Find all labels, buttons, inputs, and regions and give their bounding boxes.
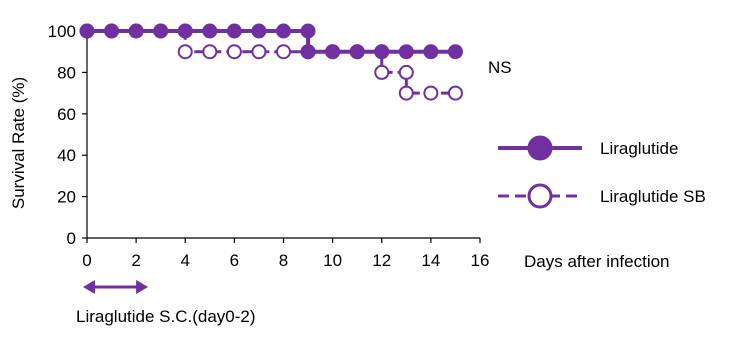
x-tick-label: 6 (230, 251, 239, 270)
x-tick-label: 2 (131, 251, 140, 270)
data-point (251, 44, 267, 60)
data-point (202, 44, 218, 60)
data-point (251, 23, 267, 39)
data-point (300, 44, 316, 60)
data-point (153, 23, 169, 39)
x-tick-label: 14 (421, 251, 440, 270)
data-point (300, 23, 316, 39)
x-tick-label: 8 (279, 251, 288, 270)
data-point (79, 23, 95, 39)
data-point (226, 23, 242, 39)
data-point (177, 44, 193, 60)
legend-marker (527, 183, 553, 209)
data-point (202, 23, 218, 39)
x-tick-label: 12 (372, 251, 391, 270)
x-axis-label: Days after infection (524, 252, 670, 271)
data-point (104, 23, 120, 39)
data-point (325, 44, 341, 60)
data-point (276, 44, 291, 60)
legend-marker (527, 135, 553, 161)
y-axis-label: Survival Rate (%) (9, 77, 28, 209)
data-point (374, 44, 390, 60)
legend-label: Liraglutide (600, 139, 678, 158)
dosing-arrow-left-head (83, 280, 95, 294)
ns-annotation: NS (488, 58, 512, 77)
data-point (177, 23, 193, 39)
data-point (447, 44, 463, 60)
x-tick-label: 10 (323, 251, 342, 270)
dosing-label: Liraglutide S.C.(day0-2) (76, 307, 256, 326)
y-tick-label: 0 (67, 229, 76, 248)
y-tick-label: 40 (57, 146, 76, 165)
data-point (226, 44, 242, 60)
data-point (349, 44, 365, 60)
dosing-arrow-right-head (136, 280, 149, 294)
y-tick-label: 60 (57, 105, 76, 124)
x-tick-label: 0 (82, 251, 91, 270)
legend: Liraglutide Liraglutide SB (498, 135, 706, 209)
data-point (423, 44, 439, 60)
data-point (128, 23, 144, 39)
data-point (447, 85, 463, 101)
legend-entry: Liraglutide (498, 135, 678, 161)
data-point (398, 44, 414, 60)
y-tick-label: 80 (57, 63, 76, 82)
series-layer (79, 23, 463, 101)
data-point (398, 64, 414, 80)
series-liraglutide (79, 23, 463, 60)
y-tick-label: 100 (48, 22, 76, 41)
series-line (87, 29, 456, 95)
dosing-arrow (83, 280, 149, 294)
axes: 0 20 40 60 80 100 0 2 4 6 8 10 12 14 16 (48, 22, 490, 270)
data-point (423, 85, 439, 101)
data-point (276, 23, 291, 39)
x-tick-label: 16 (471, 251, 490, 270)
data-point (374, 64, 390, 80)
data-point (398, 85, 414, 101)
x-tick-label: 4 (181, 251, 190, 270)
legend-entry: Liraglutide SB (498, 183, 706, 209)
legend-label: Liraglutide SB (600, 187, 706, 206)
y-tick-label: 20 (57, 188, 76, 207)
